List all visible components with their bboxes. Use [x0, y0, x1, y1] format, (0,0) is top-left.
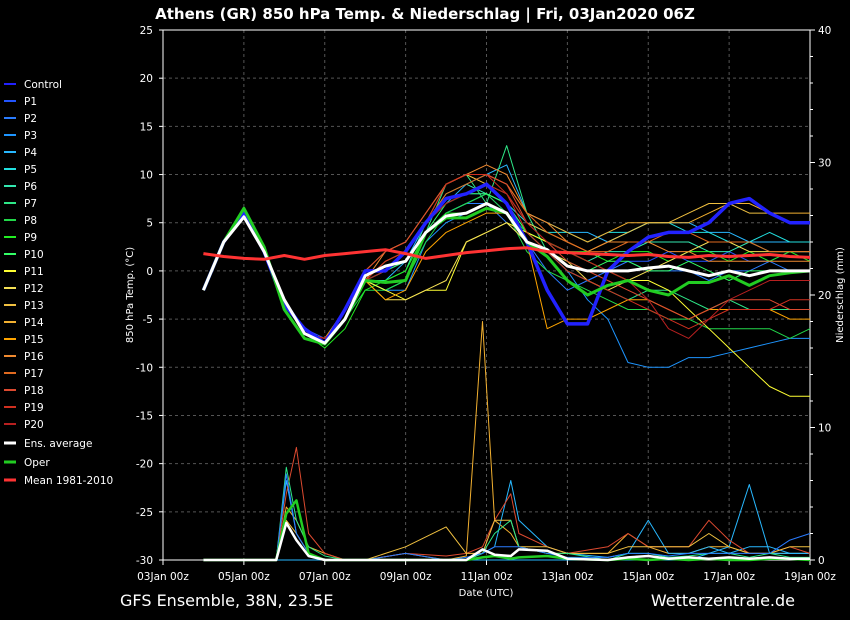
y-tick-label: 10 — [140, 170, 153, 182]
temp-line-ens-average — [202, 202, 810, 345]
y-tick-label: 15 — [140, 121, 153, 133]
x-tick-label: 19Jan 00z — [784, 571, 836, 583]
legend-label: P3 — [24, 130, 37, 142]
precip-line-p4b — [203, 484, 810, 561]
legend-label: Control — [24, 79, 62, 91]
x-tick-label: 07Jan 00z — [299, 571, 351, 583]
legend-label: P16 — [24, 351, 44, 363]
footer-source: Wetterzentrale.de — [651, 591, 795, 610]
legend-label: P1 — [24, 96, 37, 108]
legend-label: Ens. average — [24, 438, 92, 450]
legend-label: Mean 1981-2010 — [24, 475, 113, 487]
temp-line-mean-1981-2010 — [203, 246, 811, 261]
legend-label: P13 — [24, 300, 44, 312]
y-tick-label: 25 — [140, 25, 153, 37]
x-tick-label: 09Jan 00z — [380, 571, 432, 583]
x-tick-label: 03Jan 00z — [137, 571, 189, 583]
temp-line-p8 — [202, 193, 811, 344]
y2-tick-label: 40 — [818, 25, 831, 37]
y2-tick-label: 10 — [818, 423, 831, 435]
legend-label: P14 — [24, 317, 44, 329]
legend-label: P11 — [24, 266, 44, 278]
y2-axis-label: Niederschlag (mm) — [835, 247, 846, 343]
y2-tick-label: 0 — [818, 555, 825, 567]
precip-line-p7 — [203, 466, 810, 561]
temp-line-p3 — [202, 203, 810, 368]
chart-title: Athens (GR) 850 hPa Temp. & Niederschlag… — [155, 5, 695, 24]
legend-label: P7 — [24, 198, 37, 210]
x-axis-label: Date (UTC) — [459, 588, 514, 599]
temp-line-p11 — [202, 217, 810, 397]
y-tick-label: 20 — [140, 73, 153, 85]
temp-line-p10 — [202, 193, 810, 344]
x-tick-label: 15Jan 00z — [622, 571, 674, 583]
y-tick-label: -20 — [136, 459, 153, 471]
series-layer — [201, 145, 811, 562]
y-axis-label: 850 hPa Temp. (°C) — [125, 247, 136, 343]
legend: Control P1 P2 P3 P4 P5 P6 P7 P8 P9 P10 P11 P12 P13 P14… — [4, 79, 113, 487]
x-tick-label: 13Jan 00z — [541, 571, 593, 583]
footer-model: GFS Ensemble, 38N, 23.5E — [120, 591, 333, 610]
y2-tick-label: 20 — [818, 290, 831, 302]
temp-line-control — [201, 182, 810, 345]
y-axis-right: 40 30 20 10 0 — [810, 25, 831, 567]
legend-label: P6 — [24, 181, 37, 193]
precip-line-p2 — [203, 473, 811, 561]
x-tick-label: 11Jan 00z — [461, 571, 513, 583]
precip-line-ens-average — [203, 521, 810, 562]
legend-label: P20 — [24, 419, 44, 431]
precip-line-p18 — [203, 446, 811, 561]
legend-label: P4 — [24, 147, 37, 159]
legend-label: P10 — [24, 249, 44, 261]
legend-label: P5 — [24, 164, 37, 176]
y-tick-label: -5 — [143, 314, 153, 326]
legend-label: P2 — [24, 113, 37, 125]
legend-label: P9 — [24, 232, 37, 244]
y-axis-left: 25 20 15 10 5 0 -5 -10 -15 -20 -25 -30 — [136, 25, 163, 567]
y-tick-label: -15 — [136, 410, 153, 422]
x-tick-label: 05Jan 00z — [218, 571, 270, 583]
legend-label: P12 — [24, 283, 44, 295]
y-tick-label: 5 — [146, 218, 153, 230]
legend-label: P15 — [24, 334, 44, 346]
legend-label: P17 — [24, 368, 44, 380]
grid — [163, 30, 810, 560]
y-tick-label: 0 — [146, 266, 153, 278]
y2-tick-label: 30 — [818, 158, 831, 170]
y-tick-label: -25 — [136, 507, 153, 519]
temp-line-p5 — [202, 193, 810, 344]
legend-label: P19 — [24, 402, 44, 414]
precip-line-p13 — [203, 519, 810, 561]
legend-label: Oper — [24, 457, 50, 469]
y-tick-label: -30 — [136, 555, 153, 567]
legend-label: P18 — [24, 385, 44, 397]
legend-label: P8 — [24, 215, 37, 227]
y-tick-label: -10 — [136, 362, 153, 374]
x-tick-label: 17Jan 00z — [703, 571, 755, 583]
x-axis: 03Jan 00z 05Jan 00z 07Jan 00z 09Jan 00z 11Ja… — [137, 560, 836, 583]
